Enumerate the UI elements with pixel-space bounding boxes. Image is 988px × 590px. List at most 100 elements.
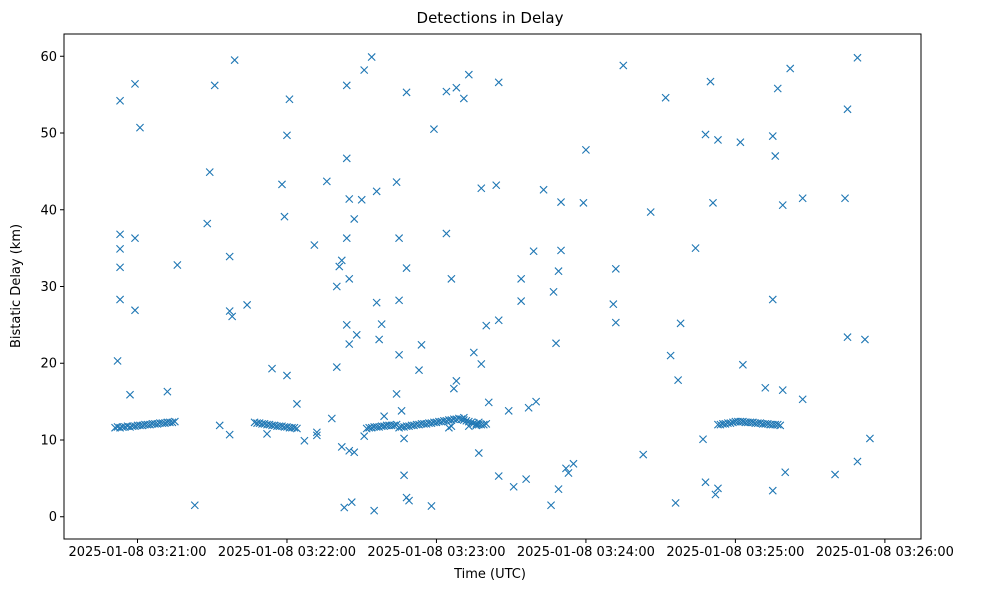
- data-point-marker: [345, 340, 354, 349]
- data-point-marker: [225, 252, 234, 261]
- data-point-marker: [494, 78, 503, 87]
- data-point-marker: [310, 241, 319, 250]
- data-point-marker: [131, 306, 139, 315]
- data-point-marker: [375, 335, 384, 344]
- data-point-marker: [332, 363, 341, 372]
- data-point-marker: [776, 421, 785, 430]
- x-tick-label: 2025-01-08 03:24:00: [517, 545, 655, 560]
- plot-area: [63, 33, 922, 540]
- chart-title: Detections in Delay: [417, 9, 564, 27]
- data-point-marker: [549, 287, 558, 296]
- data-point-marker: [539, 185, 548, 194]
- data-point-marker: [522, 475, 531, 484]
- data-point-marker: [569, 459, 578, 468]
- data-point-marker: [726, 419, 735, 428]
- data-point-marker: [342, 320, 351, 329]
- data-point-marker: [459, 94, 468, 103]
- data-point-marker: [312, 428, 321, 437]
- data-point-marker: [547, 501, 556, 510]
- data-point-marker: [701, 478, 710, 487]
- data-point-marker: [116, 230, 125, 239]
- data-point-marker: [865, 434, 874, 443]
- data-point-marker: [372, 298, 381, 307]
- data-point-marker: [395, 350, 404, 359]
- data-point-marker: [190, 501, 199, 510]
- data-point-marker: [292, 399, 301, 408]
- data-point-marker: [395, 296, 404, 305]
- data-point-marker: [557, 246, 565, 255]
- data-point-marker: [243, 300, 252, 309]
- data-point-marker: [126, 390, 135, 399]
- data-point-marker: [400, 471, 409, 480]
- data-point-marker: [773, 84, 782, 93]
- data-point-marker: [300, 436, 309, 445]
- data-point-marker: [609, 300, 618, 309]
- data-point-marker: [370, 506, 379, 515]
- data-point-marker: [477, 360, 486, 369]
- data-point-marker: [467, 418, 476, 427]
- data-point-marker: [472, 421, 481, 430]
- data-point-marker: [442, 87, 451, 96]
- data-point-marker: [360, 432, 369, 441]
- data-point-marker: [342, 234, 351, 243]
- data-point-marker: [517, 274, 526, 283]
- data-point-marker: [268, 364, 277, 373]
- x-axis-label: Time (UTC): [453, 567, 526, 582]
- data-point-marker: [285, 95, 294, 104]
- y-tick-label: 10: [40, 433, 57, 448]
- data-point-marker: [484, 398, 493, 407]
- x-tick-label: 2025-01-08 03:23:00: [367, 545, 505, 560]
- data-point-marker: [292, 424, 301, 433]
- data-point-marker: [474, 449, 483, 458]
- data-point-marker: [205, 168, 214, 177]
- data-point-marker: [225, 430, 234, 439]
- data-point-marker: [639, 450, 648, 459]
- data-point-marker: [552, 339, 561, 348]
- data-point-marker: [357, 195, 366, 204]
- data-point-marker: [390, 421, 399, 430]
- data-point-marker: [402, 88, 411, 97]
- data-point-marker: [464, 70, 473, 79]
- data-point-marker: [263, 429, 272, 438]
- data-point-marker: [713, 484, 722, 493]
- data-point-marker: [554, 485, 563, 494]
- y-tick-label: 40: [40, 203, 57, 218]
- data-point-marker: [671, 498, 680, 507]
- data-point-marker: [340, 503, 349, 512]
- data-point-marker: [116, 295, 125, 304]
- data-point-marker: [377, 320, 386, 329]
- x-tick-label: 2025-01-08 03:21:00: [68, 545, 206, 560]
- data-point-marker: [290, 423, 299, 432]
- data-point-marker: [395, 234, 404, 243]
- data-point-marker: [335, 262, 344, 271]
- data-point-marker: [210, 81, 219, 90]
- data-point-marker: [352, 330, 361, 339]
- data-point-marker: [464, 422, 473, 431]
- data-point-marker: [367, 53, 376, 62]
- data-point-marker: [768, 295, 777, 304]
- data-point-marker: [332, 282, 341, 291]
- data-point-marker: [397, 406, 406, 415]
- data-point-marker: [529, 247, 538, 256]
- data-point-marker: [400, 434, 409, 443]
- data-point-marker: [843, 105, 852, 114]
- x-axis: 2025-01-08 03:21:00 2025-01-08 03:22:00 20…: [68, 539, 954, 560]
- data-point-marker: [280, 212, 289, 221]
- data-point-marker: [459, 413, 468, 422]
- data-point-marker: [706, 77, 715, 86]
- data-point-marker: [482, 321, 491, 330]
- data-point-marker: [611, 264, 620, 273]
- data-point-marker: [676, 319, 685, 328]
- data-point-marker: [342, 81, 351, 90]
- data-point-marker: [554, 267, 563, 276]
- data-point-marker: [860, 335, 869, 344]
- data-point-marker: [691, 244, 700, 253]
- data-point-marker: [113, 356, 122, 365]
- data-point-marker: [564, 469, 573, 477]
- data-point-marker: [345, 446, 354, 455]
- data-point-marker: [482, 419, 491, 428]
- data-point-marker: [225, 307, 234, 316]
- data-point-marker: [342, 154, 351, 163]
- data-point-marker: [345, 274, 354, 283]
